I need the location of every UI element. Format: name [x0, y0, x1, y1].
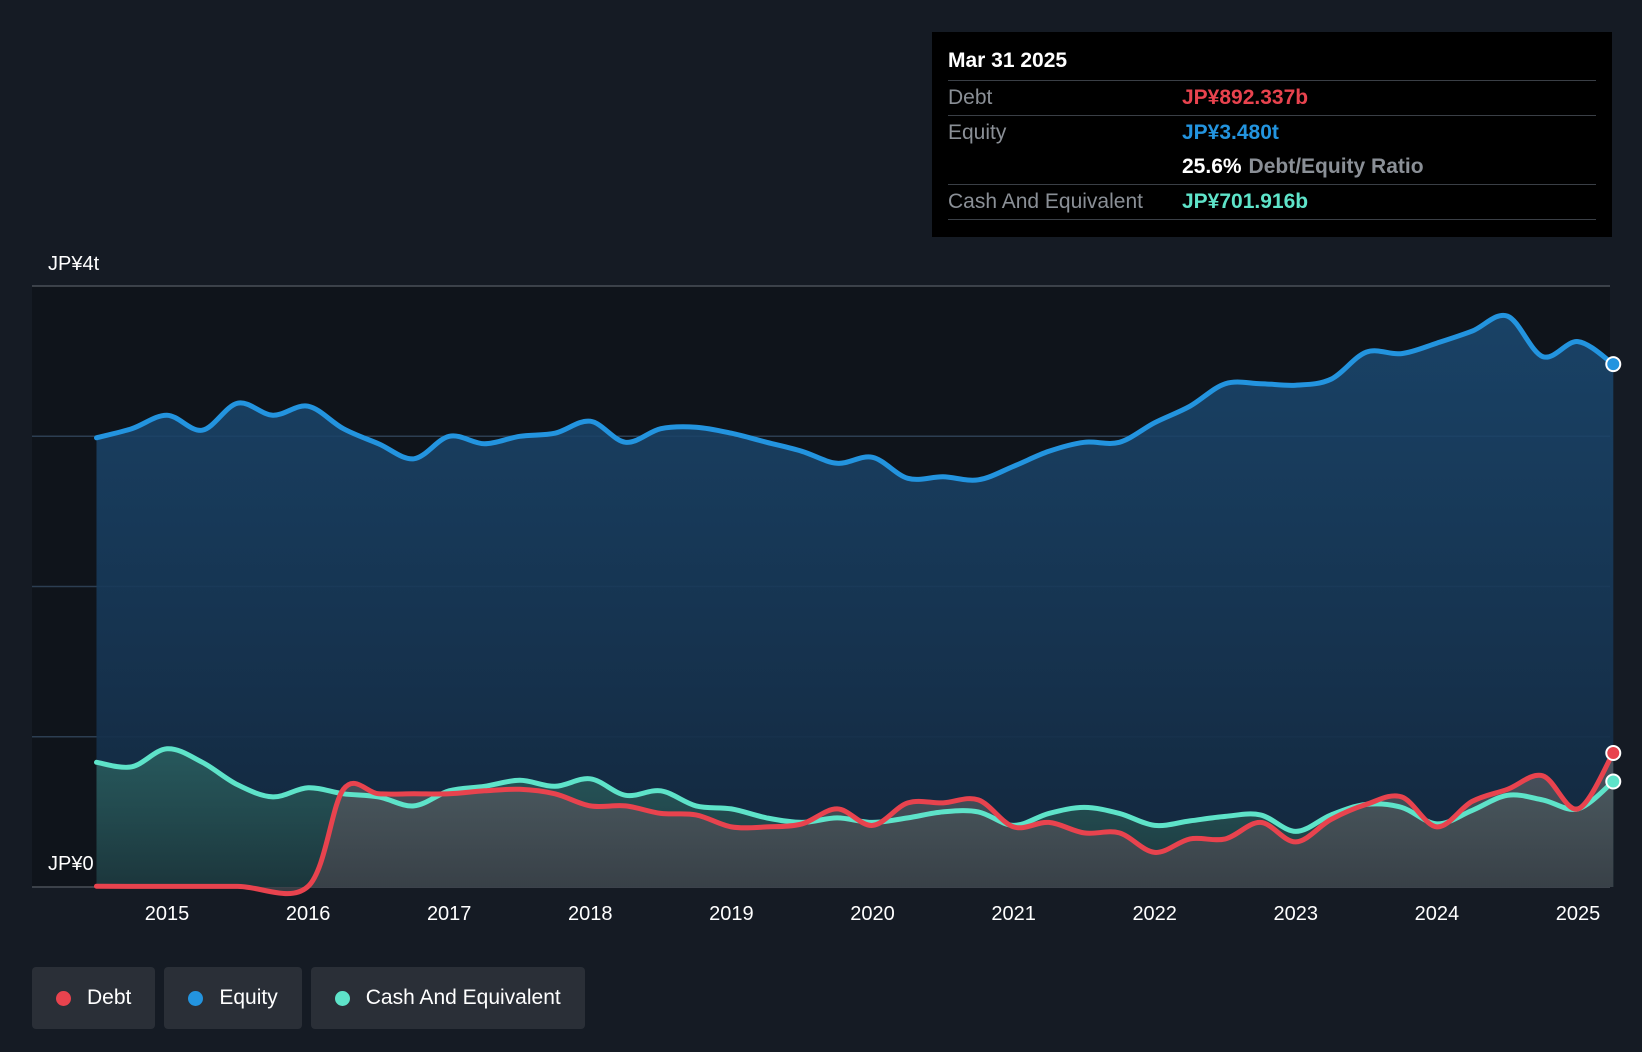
debt-dot-icon	[56, 990, 71, 1006]
x-tick-2019: 2019	[709, 903, 754, 925]
x-tick-2021: 2021	[991, 903, 1036, 925]
tooltip-cash-value: JP¥701.916b	[1182, 190, 1309, 213]
x-tick-2025: 2025	[1556, 903, 1601, 925]
equity-line	[94, 312, 1616, 483]
tooltip-row-ratio: 25.6% Debt/Equity Ratio	[948, 150, 1596, 185]
x-tick-2015: 2015	[145, 903, 190, 925]
tooltip-row-cash: Cash And Equivalent JP¥701.916b	[948, 185, 1596, 220]
tooltip-debt-value: JP¥892.337b	[1182, 86, 1309, 109]
x-tick-2022: 2022	[1132, 903, 1177, 925]
x-tick-2017: 2017	[427, 903, 472, 925]
y-axis-bottom-label: JP¥0	[48, 853, 94, 875]
legend-label-equity: Equity	[219, 986, 278, 1009]
legend-label-debt: Debt	[87, 986, 132, 1009]
cash-dot-icon	[334, 990, 350, 1006]
equity-end-marker	[1605, 356, 1622, 373]
x-tick-2020: 2020	[850, 903, 895, 925]
legend-label-cash: Cash And Equivalent	[365, 986, 561, 1009]
chart-legend: Debt Equity Cash And Equivalent	[32, 967, 585, 1029]
tooltip-ratio-value: 25.6%	[1182, 155, 1242, 178]
x-tick-2018: 2018	[568, 903, 613, 925]
tooltip-equity-label: Equity	[948, 121, 1007, 144]
y-axis-top-label: JP¥4t	[48, 253, 100, 275]
x-tick-2016: 2016	[286, 903, 331, 925]
tooltip-equity-value: JP¥3.480t	[1182, 121, 1279, 144]
tooltip-debt-label: Debt	[948, 86, 993, 109]
equity-dot-icon	[188, 990, 204, 1006]
tooltip-date: Mar 31 2025	[948, 46, 1596, 81]
cash-and-equivalent-end-marker	[1605, 773, 1622, 790]
debt-area	[96, 753, 1614, 894]
debt-line	[94, 750, 1616, 897]
tooltip-panel: Mar 31 2025 Debt JP¥892.337b Equity JP¥3…	[932, 32, 1612, 237]
tooltip-cash-label: Cash And Equivalent	[948, 190, 1143, 213]
legend-item-cash[interactable]: Cash And Equivalent	[310, 967, 585, 1029]
tooltip-ratio-label: Debt/Equity Ratio	[1248, 155, 1424, 178]
tooltip-row-debt: Debt JP¥892.337b	[948, 81, 1596, 116]
x-tick-2023: 2023	[1274, 903, 1319, 925]
debt-end-marker	[1605, 744, 1622, 761]
tooltip-row-equity: Equity JP¥3.480t	[948, 116, 1596, 150]
legend-item-equity[interactable]: Equity	[164, 967, 302, 1029]
x-tick-2024: 2024	[1415, 903, 1460, 925]
legend-item-debt[interactable]: Debt	[32, 967, 156, 1029]
equity-area	[96, 315, 1614, 887]
